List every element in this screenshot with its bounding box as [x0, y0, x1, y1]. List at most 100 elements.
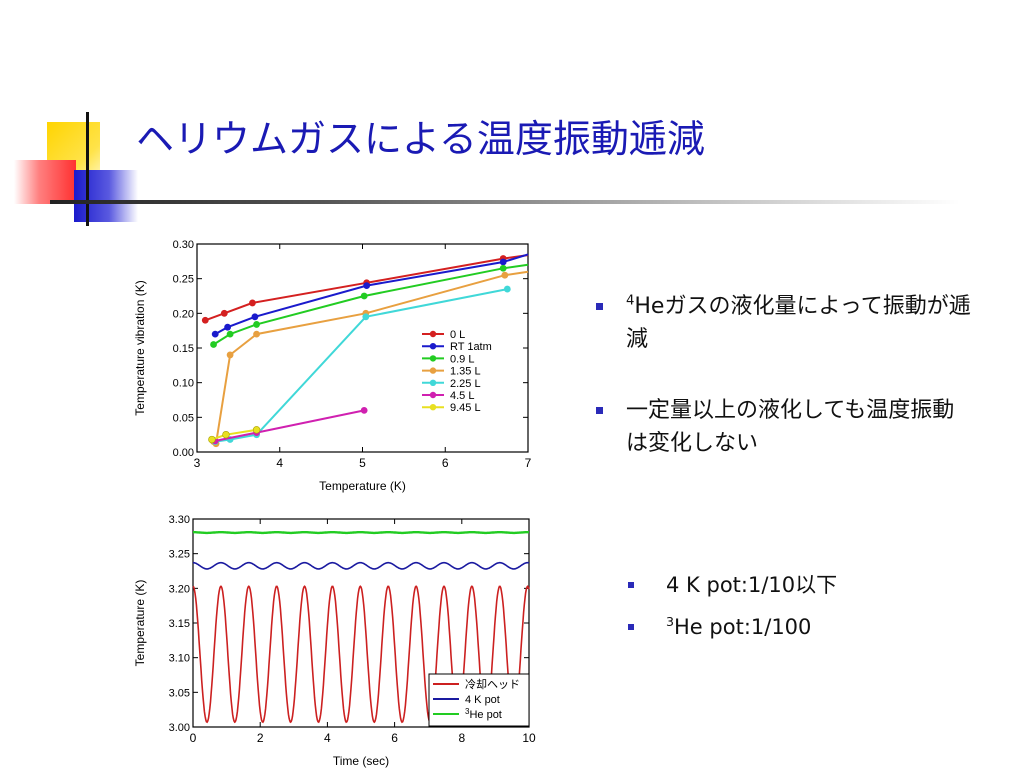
y-tick-label: 3.10: [169, 653, 190, 665]
x-tick-label: 7: [525, 456, 532, 470]
legend-marker: [429, 404, 437, 411]
data-point: [253, 321, 260, 328]
series-line: [215, 409, 365, 442]
series-line: [193, 531, 529, 535]
sub-bullet-text: 4 K pot:1/10以下: [666, 573, 838, 597]
square-bullet-icon: [628, 624, 634, 630]
legend-label: 0 L: [450, 329, 465, 341]
legend-marker: [429, 343, 437, 350]
data-point: [249, 299, 256, 307]
legend-label: 冷却ヘッド: [465, 678, 520, 691]
series-line: [212, 270, 529, 446]
legend-marker: [429, 379, 437, 386]
y-tick-label: 0.30: [173, 239, 194, 251]
square-bullet-icon: [596, 407, 603, 414]
x-axis-label: Time (sec): [333, 754, 389, 768]
series-line: [193, 561, 530, 570]
y-tick-label: 3.30: [169, 514, 190, 526]
bullet-text: 一定量以上の液化しても温度振動は変化しない: [626, 398, 955, 456]
data-point: [503, 285, 511, 293]
data-point: [211, 330, 219, 338]
deco-red-square: [14, 160, 76, 204]
x-tick-label: 4: [324, 731, 331, 745]
data-point: [363, 282, 371, 289]
y-tick-label: 3.05: [169, 687, 190, 699]
data-point: [226, 330, 234, 338]
x-tick-label: 8: [458, 731, 465, 745]
legend-label-text: 冷却ヘッド: [465, 678, 520, 691]
data-point: [210, 341, 217, 348]
superscript: 4: [626, 293, 635, 309]
data-point: [501, 271, 509, 279]
x-tick-label: 10: [522, 731, 536, 745]
legend-marker: [429, 355, 437, 362]
bullet-item: 4Heガスの液化量によって振動が逓減: [596, 290, 976, 356]
bullet-text: Heガスの液化量によって振動が逓減: [626, 294, 971, 352]
series-line: [192, 585, 530, 724]
legend-marker: [429, 367, 437, 374]
x-tick-label: 5: [359, 456, 366, 470]
data-point: [208, 435, 216, 444]
temperature-vs-time-chart: 0 2 4 6 8 10 3.00 3.05 3.10 3.15 3.20 3.25 3.30 Time …: [133, 514, 536, 768]
legend-label: 1.35 L: [450, 366, 481, 378]
x-tick-label: 3: [194, 456, 201, 470]
x-tick-label: 6: [391, 731, 398, 745]
data-point: [222, 430, 230, 439]
legend-label-text: 4 K pot: [465, 694, 500, 706]
x-tick-label: 4: [276, 456, 283, 470]
legend-marker: [429, 391, 437, 399]
data-point: [360, 292, 368, 300]
data-point: [499, 264, 507, 272]
data-point: [253, 330, 260, 338]
legend-label: 4.5 L: [450, 390, 474, 402]
slide-title: ヘリウムガスによる温度振動逓減: [136, 117, 705, 161]
legend-label: 3He pot: [465, 707, 502, 722]
sub-bullet-list: 4 K pot:1/10以下 3He pot:1/100: [628, 570, 988, 654]
x-tick-label: 6: [442, 456, 449, 470]
y-tick-label: 3.20: [169, 583, 190, 595]
x-axis-label: Temperature (K): [319, 479, 406, 493]
sub-bullet-item: 4 K pot:1/10以下: [628, 570, 988, 600]
square-bullet-icon: [628, 582, 634, 588]
deco-vertical-line: [86, 112, 89, 226]
data-point: [252, 426, 261, 434]
data-point: [201, 316, 209, 324]
legend-label: RT 1atm: [450, 341, 492, 353]
y-tick-label: 0.25: [173, 274, 194, 286]
y-tick-label: 3.00: [169, 722, 190, 734]
y-tick-label: 0.15: [173, 343, 194, 355]
data-point: [226, 351, 234, 359]
legend-label: 9.45 L: [450, 402, 481, 414]
legend-superscript: 3: [465, 707, 470, 716]
y-tick-label: 0.10: [173, 378, 194, 390]
data-point: [360, 407, 368, 414]
y-tick-label: 0.00: [173, 447, 194, 459]
y-axis-label: Temperature vibration (K): [133, 280, 147, 415]
legend-label-text: He pot: [469, 709, 501, 721]
legend-label: 0.9 L: [450, 353, 474, 365]
y-tick-label: 0.20: [173, 308, 194, 320]
bullet-item: 一定量以上の液化しても温度振動は変化しない: [596, 394, 976, 460]
y-tick-label: 3.25: [169, 549, 190, 561]
y-axis-label: Temperature (K): [133, 580, 147, 667]
x-tick-label: 0: [190, 731, 197, 745]
vibration-vs-temperature-chart: 3 4 5 6 7 0.00 0.05 0.10 0.15 0.20 0.25 0.30 Tempera…: [133, 239, 532, 493]
deco-horizontal-line: [50, 200, 960, 204]
sub-bullet-text: He pot:1/100: [674, 615, 812, 639]
legend-marker: [429, 330, 437, 338]
y-tick-label: 0.05: [173, 412, 194, 424]
superscript: 3: [666, 614, 675, 629]
legend-label: 4 K pot: [465, 694, 500, 706]
data-point: [251, 313, 259, 321]
sub-bullet-item: 3He pot:1/100: [628, 612, 988, 642]
bullet-list: 4Heガスの液化量によって振動が逓減 一定量以上の液化しても温度振動は変化しない: [596, 290, 976, 498]
data-point: [220, 309, 228, 317]
square-bullet-icon: [596, 303, 603, 310]
x-tick-label: 2: [257, 731, 264, 745]
deco-blue-square: [74, 170, 138, 222]
data-point: [499, 258, 507, 266]
data-point: [362, 313, 370, 321]
data-point: [224, 323, 232, 331]
y-tick-label: 3.15: [169, 618, 190, 630]
legend-label: 2.25 L: [450, 378, 481, 390]
